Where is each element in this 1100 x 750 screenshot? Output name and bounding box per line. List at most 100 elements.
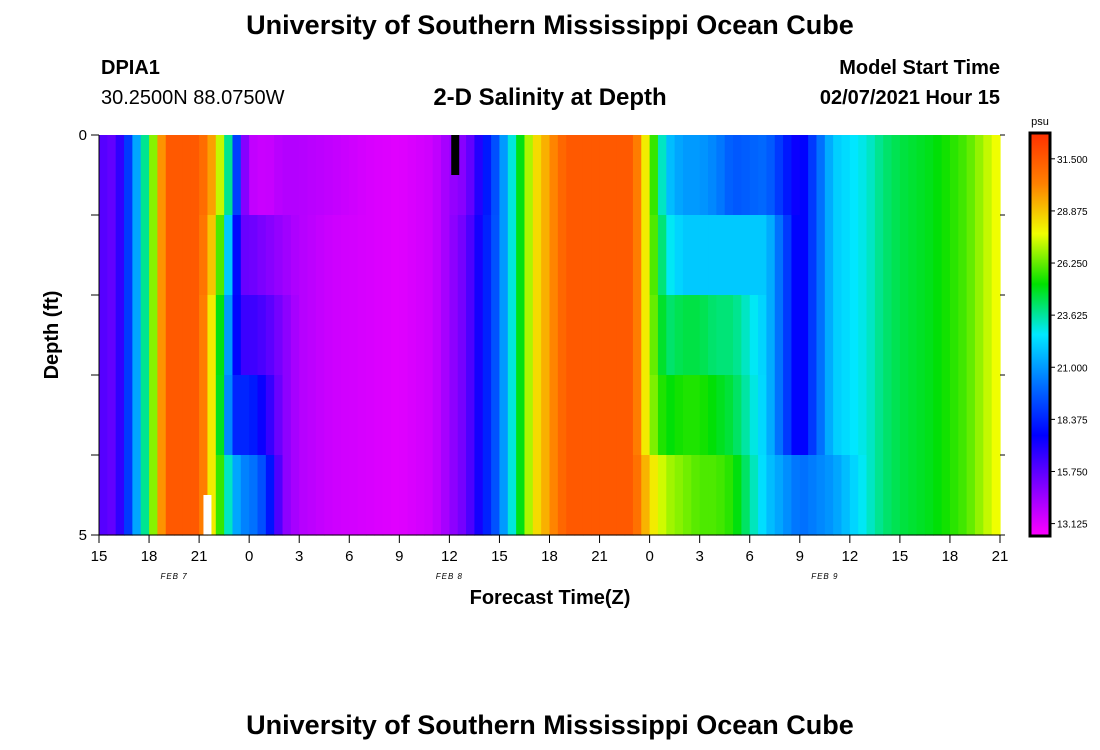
x-tick-label: 21 — [992, 548, 1009, 565]
x-tick-label: 9 — [395, 548, 403, 565]
heatmap-cell — [791, 135, 801, 216]
heatmap-cell — [165, 135, 175, 216]
heatmap-cell — [207, 135, 217, 216]
heatmap-cell — [624, 215, 634, 296]
heatmap-cell — [866, 455, 876, 536]
heatmap-cell — [99, 455, 108, 536]
heatmap-cell — [783, 455, 793, 536]
heatmap-cell — [899, 375, 909, 456]
heatmap-cell — [457, 295, 467, 376]
heatmap-cell — [933, 135, 943, 216]
heatmap-cell — [516, 135, 526, 216]
heatmap-cell — [315, 455, 325, 536]
heatmap-cell — [482, 135, 492, 216]
heatmap-cell — [432, 455, 442, 536]
heatmap-cell — [240, 375, 250, 456]
heatmap-cell — [874, 215, 884, 296]
colorbar-gradient — [1028, 131, 1052, 538]
heatmap-cell — [424, 455, 434, 536]
heatmap-cell — [741, 295, 751, 376]
heatmap-cell — [941, 135, 951, 216]
heatmap-cell — [741, 375, 751, 456]
heatmap-cell — [682, 375, 692, 456]
heatmap-cell — [232, 135, 242, 216]
heatmap-cell — [774, 135, 784, 216]
heatmap-cell — [783, 215, 793, 296]
heatmap-cell — [666, 295, 676, 376]
heatmap-cell — [808, 455, 818, 536]
heatmap-cell — [532, 215, 542, 296]
heatmap-cell — [958, 135, 968, 216]
heatmap-cell — [891, 455, 901, 536]
heatmap-cell — [99, 215, 108, 296]
heatmap-cell — [716, 295, 726, 376]
heatmap-cell — [516, 295, 526, 376]
heatmap-cell — [974, 295, 984, 376]
page-title-bottom: University of Southern Mississippi Ocean… — [246, 710, 854, 740]
heatmap-cell — [783, 375, 793, 456]
heatmap-cell — [157, 295, 167, 376]
heatmap-cell — [607, 135, 617, 216]
heatmap-cell — [432, 295, 442, 376]
heatmap-cell — [374, 455, 384, 536]
heatmap-cell — [541, 135, 551, 216]
heatmap-cell — [758, 215, 767, 296]
heatmap-cell — [407, 295, 417, 376]
heatmap-cell — [190, 135, 200, 216]
heatmap-cell — [866, 295, 876, 376]
heatmap-cell — [190, 215, 200, 296]
heatmap-cell — [482, 375, 492, 456]
heatmap-cell — [365, 375, 375, 456]
heatmap-cell — [157, 215, 167, 296]
heatmap-cell — [115, 135, 125, 216]
heatmap-cell — [632, 135, 642, 216]
heatmap-cell — [933, 295, 943, 376]
heatmap-cell — [132, 135, 142, 216]
heatmap-cell — [599, 295, 609, 376]
heatmap-cell — [532, 375, 542, 456]
heatmap-cell — [357, 135, 367, 216]
heatmap-cell — [682, 215, 692, 296]
heatmap-cell — [149, 135, 158, 216]
heatmap-cell — [966, 375, 976, 456]
heatmap-cell — [841, 295, 851, 376]
heatmap-cell — [691, 455, 701, 536]
heatmap-cell — [641, 215, 651, 296]
heatmap-cell — [774, 215, 784, 296]
heatmap-cell — [482, 215, 492, 296]
heatmap-cell — [816, 215, 826, 296]
heatmap-cell — [115, 215, 125, 296]
heatmap-cell — [324, 215, 334, 296]
heatmap-cell — [324, 295, 334, 376]
heatmap-cell — [599, 215, 609, 296]
heatmap-cell — [766, 295, 776, 376]
heatmap-cell — [632, 215, 642, 296]
heatmap-cell — [182, 295, 192, 376]
heatmap-cell — [399, 295, 409, 376]
heatmap-cell — [374, 135, 384, 216]
heatmap-cell — [974, 215, 984, 296]
x-tick-label: 12 — [841, 548, 858, 565]
heatmap-cell — [708, 455, 717, 536]
heatmap-cell — [165, 295, 175, 376]
colorbar-unit: psu — [1031, 116, 1049, 128]
heatmap-cell — [524, 375, 534, 456]
heatmap-cell — [416, 455, 425, 536]
heatmap-cell — [324, 135, 334, 216]
heatmap-cell — [974, 375, 984, 456]
heatmap-cell — [190, 375, 200, 456]
heatmap-cell — [557, 295, 567, 376]
x-tick-label: 0 — [245, 548, 253, 565]
heatmap-cell — [799, 455, 809, 536]
heatmap-cell — [265, 215, 275, 296]
heatmap-cell — [991, 375, 1001, 456]
x-tick-label: 21 — [191, 548, 208, 565]
heatmap-cell — [532, 455, 542, 536]
heatmap-cell — [207, 375, 217, 456]
heatmap-cell — [783, 135, 793, 216]
heatmap-cell — [958, 455, 968, 536]
heatmap-cell — [741, 135, 751, 216]
heatmap-cell — [758, 135, 767, 216]
heatmap-cell — [199, 375, 209, 456]
heatmap-cell — [424, 295, 434, 376]
